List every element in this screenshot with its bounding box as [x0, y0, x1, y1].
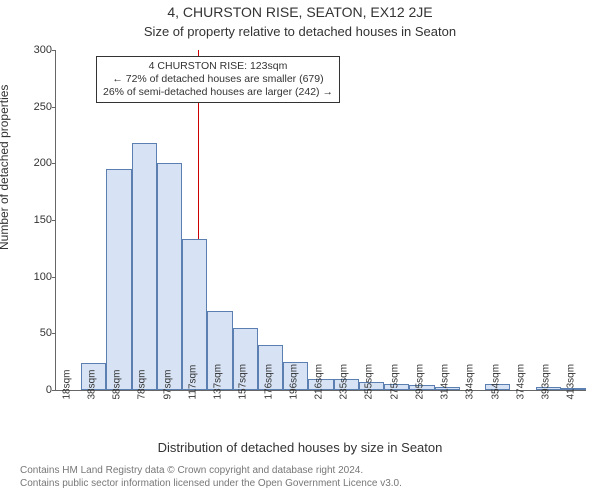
chart-subtitle: Size of property relative to detached ho…: [0, 24, 600, 39]
histogram-bar: [132, 143, 157, 390]
y-tick-label: 200: [22, 157, 52, 169]
y-tick-label: 250: [22, 101, 52, 113]
y-tick-mark: [52, 107, 56, 108]
chart-title: 4, CHURSTON RISE, SEATON, EX12 2JE: [0, 4, 600, 20]
y-tick-mark: [52, 163, 56, 164]
y-tick-mark: [52, 277, 56, 278]
y-tick-label: 150: [22, 214, 52, 226]
y-axis-label: Number of detached properties: [0, 85, 11, 250]
annotation-line-2: ← 72% of detached houses are smaller (67…: [103, 73, 333, 86]
plot-area: 4 CHURSTON RISE: 123sqm ← 72% of detache…: [55, 50, 586, 391]
y-tick-label: 50: [22, 327, 52, 339]
footer-text: Contains HM Land Registry data © Crown c…: [20, 464, 402, 490]
y-tick-label: 0: [22, 384, 52, 396]
y-tick-mark: [52, 220, 56, 221]
x-axis-label: Distribution of detached houses by size …: [0, 440, 600, 455]
histogram-bar: [157, 163, 182, 390]
footer-line-1: Contains HM Land Registry data © Crown c…: [20, 464, 402, 477]
footer-line-2: Contains public sector information licen…: [20, 477, 402, 490]
y-tick-mark: [52, 390, 56, 391]
y-tick-mark: [52, 50, 56, 51]
annotation-box: 4 CHURSTON RISE: 123sqm ← 72% of detache…: [96, 56, 340, 103]
y-tick-mark: [52, 333, 56, 334]
annotation-line-1: 4 CHURSTON RISE: 123sqm: [103, 60, 333, 73]
histogram-bar: [106, 169, 131, 390]
y-tick-label: 300: [22, 44, 52, 56]
chart-container: { "title": "4, CHURSTON RISE, SEATON, EX…: [0, 0, 600, 500]
annotation-line-3: 26% of semi-detached houses are larger (…: [103, 86, 333, 99]
y-tick-label: 100: [22, 271, 52, 283]
